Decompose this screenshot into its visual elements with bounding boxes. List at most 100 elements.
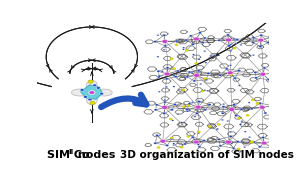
Circle shape [253,141,256,143]
Circle shape [160,139,166,143]
Circle shape [92,84,97,87]
Circle shape [162,40,168,43]
Circle shape [158,77,160,78]
Circle shape [190,71,193,73]
Circle shape [157,146,160,149]
Circle shape [176,70,180,72]
Circle shape [254,77,258,79]
Circle shape [157,70,160,72]
Circle shape [96,87,100,89]
Circle shape [237,70,239,72]
Circle shape [170,137,174,139]
Circle shape [170,58,173,60]
Circle shape [225,38,231,42]
Circle shape [252,37,255,39]
Circle shape [221,112,224,114]
Circle shape [208,104,211,106]
Circle shape [205,79,208,81]
Circle shape [233,104,236,106]
Ellipse shape [71,89,88,96]
Circle shape [261,141,267,145]
Circle shape [230,44,232,45]
Circle shape [195,62,198,64]
Circle shape [195,105,201,109]
Circle shape [165,78,168,80]
Circle shape [90,101,95,105]
Circle shape [237,70,241,72]
Circle shape [188,103,191,105]
Circle shape [191,43,195,45]
Circle shape [229,108,235,111]
Circle shape [204,109,207,111]
Circle shape [205,62,207,63]
Circle shape [182,49,184,50]
Circle shape [195,112,199,114]
Circle shape [197,70,200,72]
Circle shape [173,143,175,144]
Circle shape [163,34,166,36]
Circle shape [241,120,243,122]
Circle shape [259,46,262,48]
Circle shape [201,90,205,92]
Circle shape [174,76,177,78]
Circle shape [260,34,263,36]
Circle shape [267,79,270,81]
Circle shape [229,136,232,137]
Circle shape [236,39,239,41]
Circle shape [213,55,216,56]
Circle shape [161,71,164,72]
Circle shape [246,114,249,116]
Circle shape [191,101,194,103]
Circle shape [263,67,266,69]
Circle shape [230,74,233,76]
Circle shape [185,109,189,111]
Circle shape [258,102,262,104]
Circle shape [217,123,220,125]
Circle shape [193,140,199,144]
Circle shape [154,109,157,111]
Circle shape [154,142,157,144]
Circle shape [204,78,207,80]
Circle shape [158,91,161,92]
Circle shape [208,125,211,128]
Circle shape [216,128,219,130]
Circle shape [198,100,201,102]
Circle shape [238,85,241,86]
Circle shape [207,72,210,74]
Circle shape [203,37,206,39]
Text: II: II [69,149,74,155]
Circle shape [83,96,87,98]
Circle shape [185,49,188,51]
Circle shape [238,117,241,119]
Circle shape [197,131,200,133]
Circle shape [225,68,228,70]
Circle shape [199,83,202,85]
Circle shape [271,72,274,74]
Circle shape [230,50,232,52]
Circle shape [187,135,190,137]
Circle shape [163,101,167,103]
Circle shape [240,108,243,110]
Circle shape [158,75,161,77]
Circle shape [170,109,174,111]
Circle shape [182,105,186,108]
Ellipse shape [96,89,112,96]
Circle shape [240,44,242,46]
Circle shape [163,41,165,43]
Circle shape [243,146,246,148]
Circle shape [222,103,225,105]
Circle shape [173,144,175,146]
Circle shape [234,77,237,79]
Circle shape [258,146,261,148]
Circle shape [164,99,166,101]
Circle shape [222,106,225,108]
Circle shape [192,54,195,55]
Circle shape [153,41,157,43]
Circle shape [194,74,200,77]
Circle shape [258,38,264,42]
Text: SIM Co: SIM Co [47,150,89,160]
Circle shape [217,39,221,41]
Circle shape [177,113,179,115]
Circle shape [244,131,246,132]
Circle shape [202,140,206,142]
